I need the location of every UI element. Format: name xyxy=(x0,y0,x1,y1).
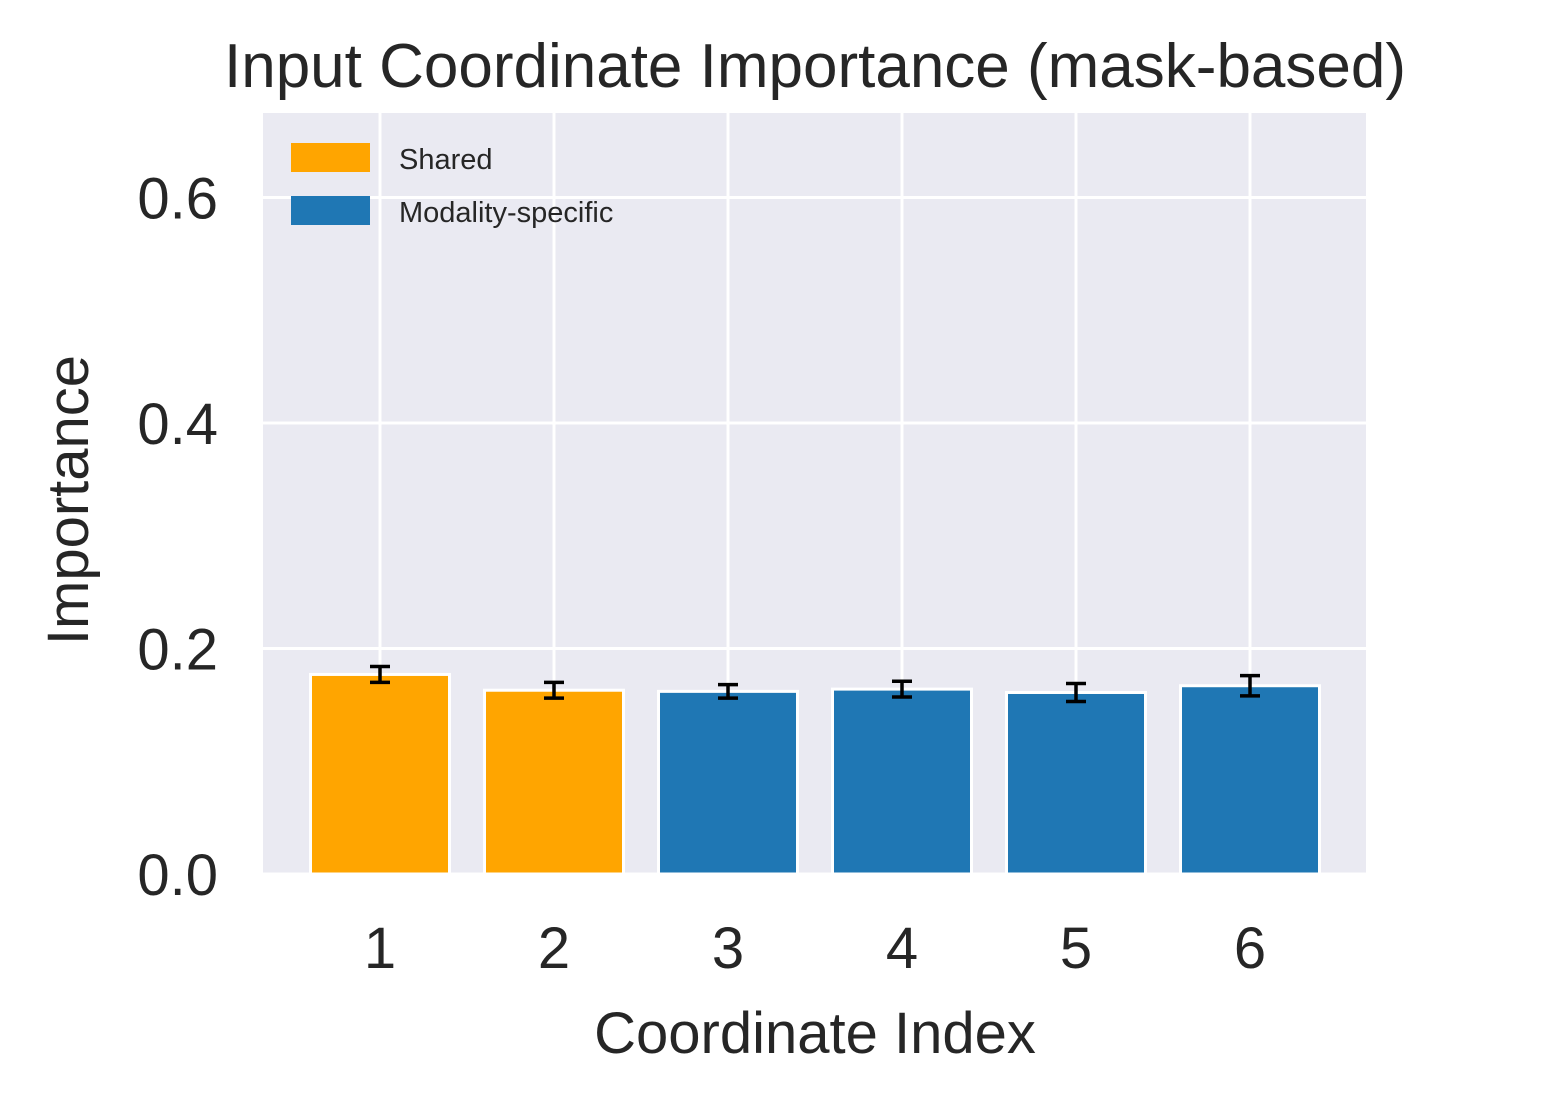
bar-5 xyxy=(1005,690,1147,876)
bar-4 xyxy=(831,687,973,876)
x-tick-label: 1 xyxy=(364,916,396,981)
x-tick-label: 5 xyxy=(1060,916,1092,981)
bar-1 xyxy=(309,672,451,876)
y-tick-label: 0.6 xyxy=(137,167,218,232)
bar-3 xyxy=(657,689,799,876)
legend-label: Modality-specific xyxy=(399,197,613,229)
x-tick-label: 2 xyxy=(538,916,570,981)
y-axis-label: Importance xyxy=(36,355,101,645)
legend: Shared Modality-specific xyxy=(291,143,613,229)
x-axis-label: Coordinate Index xyxy=(594,1001,1036,1066)
legend-label: Shared xyxy=(399,144,493,176)
y-tick-label: 0.4 xyxy=(137,392,218,457)
y-tick-label: 0.0 xyxy=(137,843,218,908)
bar-6 xyxy=(1179,684,1321,876)
bar-2 xyxy=(483,688,625,876)
error-bars xyxy=(370,664,1260,704)
y-tick-label: 0.2 xyxy=(137,618,218,683)
x-tick-label: 4 xyxy=(886,916,918,981)
x-tick-label: 3 xyxy=(712,916,744,981)
legend-swatch xyxy=(291,143,370,172)
x-tick-label: 6 xyxy=(1234,916,1266,981)
chart-title: Input Coordinate Importance (mask-based) xyxy=(224,32,1406,101)
bars xyxy=(309,672,1321,876)
x-tick-labels: 1 2 3 4 5 6 xyxy=(364,916,1266,981)
y-tick-labels: 0.0 0.2 0.4 0.6 xyxy=(137,167,218,908)
legend-swatch xyxy=(291,196,370,225)
